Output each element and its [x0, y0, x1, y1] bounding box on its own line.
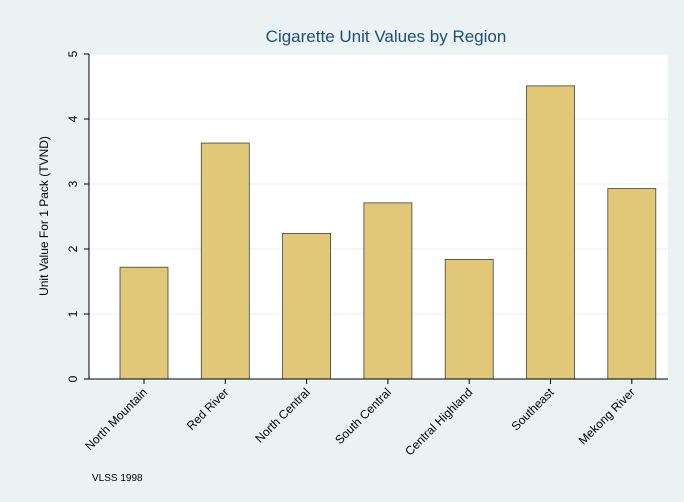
y-ticks: 0 1 2 3 4 5	[66, 50, 89, 382]
x-tick-label-red-river: Red River	[184, 385, 232, 433]
x-tick-label-south-central: South Central	[332, 385, 394, 447]
bar-south-central	[363, 202, 413, 380]
x-tick-label-north-mountain: North Mountain	[82, 385, 150, 453]
x-tick-label-central-highland: Central Highland	[402, 385, 475, 458]
x-tick-label-mekong-river: Mekong River	[576, 385, 638, 447]
y-tick-label-5: 5	[66, 50, 80, 57]
y-axis-title: Unit Value For 1 Pack (TVND)	[37, 136, 51, 296]
bar-mekong-river	[607, 188, 657, 380]
chart-title: Cigarette Unit Values by Region	[266, 27, 507, 46]
bar-north-central	[282, 232, 332, 380]
bar-north-mountain	[119, 266, 169, 380]
source-note: VLSS 1998	[92, 473, 143, 484]
bars	[119, 85, 657, 380]
y-tick-label-3: 3	[66, 180, 80, 187]
x-ticks: North Mountain Red River North Central Sout…	[82, 379, 638, 458]
x-tick-label-southeast: Southeast	[509, 385, 558, 434]
axes	[88, 54, 668, 380]
bar-red-river	[200, 142, 250, 380]
x-tick-label-north-central: North Central	[252, 385, 312, 445]
bar-central-highland	[444, 258, 494, 380]
y-tick-label-4: 4	[66, 115, 80, 122]
y-tick-label-2: 2	[66, 245, 80, 252]
bar-southeast	[526, 85, 575, 380]
y-tick-label-0: 0	[66, 375, 80, 382]
y-tick-label-1: 1	[66, 310, 80, 317]
